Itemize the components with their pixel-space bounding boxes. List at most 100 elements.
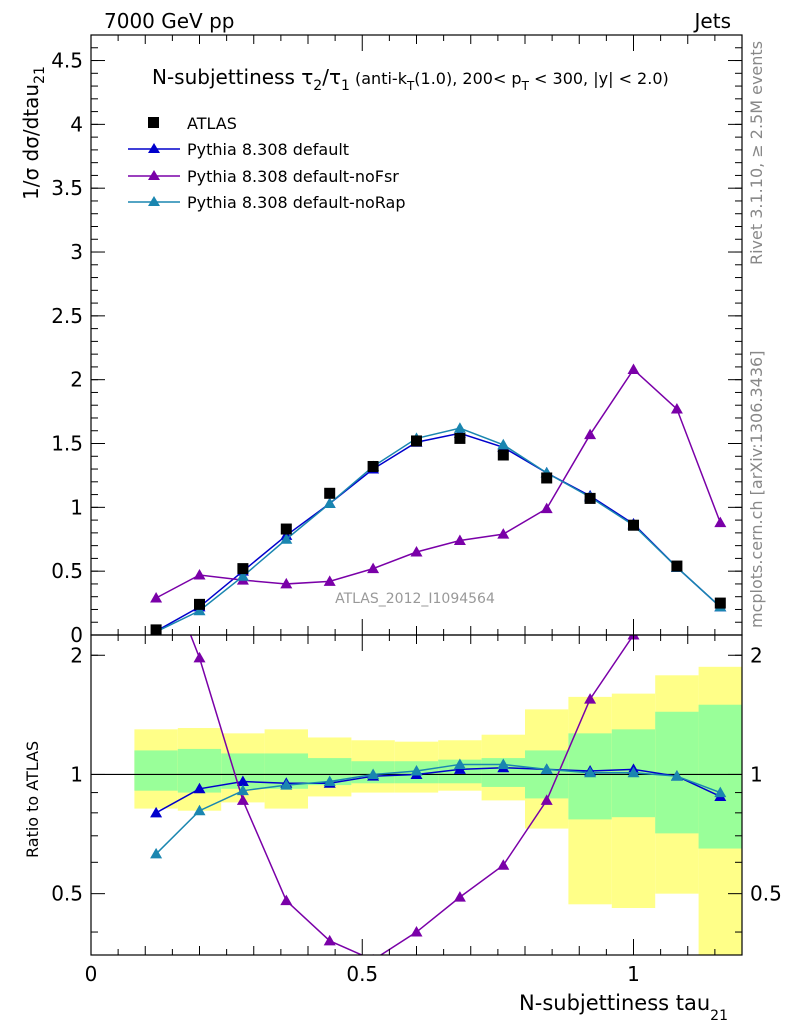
main-point-atlas [237,563,249,575]
legend-marker-nofsr [148,170,160,180]
analysis-watermark: ATLAS_2012_I1094564 [335,591,495,607]
legend-marker-norap [148,196,160,206]
main-point-noFsr [367,562,380,574]
title-paren1: (anti-k [350,69,408,88]
ratio-point-noFsr [280,894,293,906]
ratio-point-noRap [323,775,336,786]
main-point-noRap [193,604,206,616]
main-point-atlas [671,560,683,572]
title-slash: /τ [322,65,341,89]
main-point-noFsr [670,403,683,414]
main-panel: 00.511.522.533.544.5 N-subjettiness τ2/τ… [19,34,743,647]
x-tick-label: 0.5 [346,962,378,986]
x-axis-label: N-subjettiness tau21 [519,991,728,1024]
ratio-point-noFsr [497,859,510,870]
ratio-band-inner [698,704,742,849]
ratio-data-layer [150,635,727,955]
ratio-point-noFsr [410,926,423,937]
ratio-bands [134,666,742,955]
x-tick-label: 0 [85,962,98,986]
legend-label-default: Pythia 8.308 default [187,140,349,159]
mcplots-label: mcplots.cern.ch [arXiv:1306.3436] [747,351,766,628]
main-y-tick-label: 3.5 [51,176,83,200]
main-point-noFsr [540,502,553,514]
main-point-atlas [280,523,292,535]
ratio-series-line-default [155,766,721,814]
main-y-axis-label-sub: 21 [32,66,48,84]
main-point-noFsr [497,528,510,539]
x-axis-label-sub: 21 [710,1008,728,1024]
ratio-y-tick-label: 1 [70,762,83,786]
main-point-noFsr [714,516,727,528]
header-right-label: Jets [693,9,731,33]
main-axes: 0 0.5 1 1.5 2 2.5 3 3.5 4 4.5 [51,34,743,647]
main-series-line-noFsr [155,368,722,599]
main-y-tick-label: 3 [70,240,83,264]
ratio-point-noRap [367,768,380,779]
main-data-layer [150,363,727,635]
main-series-line-noRap [155,427,721,633]
ratio-point-noRap [193,804,206,816]
main-y-tick-label: 4.5 [51,49,83,73]
ratio-point-noRap [453,758,466,769]
main-point-atlas [497,449,509,461]
ratio-point-noRap [410,765,423,776]
chart-title: N-subjettiness τ2/τ1 (anti-kT(1.0), 200<… [152,65,669,94]
x-tick-label: 1 [627,962,640,986]
ratio-point-noRap [497,758,510,769]
legend-marker-atlas [148,117,159,128]
ratio-point-noFsr [453,891,466,902]
ratio-point-noRap [714,786,727,798]
main-point-noRap [453,422,466,433]
ratio-y-tick-label-right: 1 [750,762,763,786]
legend-label-nofsr: Pythia 8.308 default-noFsr [187,167,399,186]
main-point-atlas [194,598,205,610]
ratio-series-line-noRap [155,763,721,855]
main-point-noFsr [453,534,466,546]
main-point-atlas [714,597,726,609]
main-point-atlas [411,435,422,447]
ratio-point-noRap [584,766,597,778]
main-point-noFsr [323,575,336,586]
ratio-point-default [236,775,249,786]
main-point-noRap [280,533,293,544]
title-sub1: 2 [313,78,322,94]
ratio-point-default [193,782,206,794]
title-paren2: (1.0), 200< p [414,69,521,88]
legend-label-atlas: ATLAS [187,114,237,133]
ratio-panel: 0.5 0.5 1 1 2 2 0 0.5 1 Ratio to ATLAS N-subjett… [23,634,782,1024]
main-point-noFsr [193,569,206,580]
main-point-noFsr [627,363,640,374]
main-point-atlas [324,487,336,499]
main-point-atlas [367,460,379,472]
main-point-noRap [497,438,510,450]
title-sub2: 1 [341,78,350,94]
title-sub3: T [406,79,415,93]
main-point-noFsr [410,546,423,557]
main-y-axis-label-main: 1/σ dσ/dtau [19,84,43,200]
main-point-atlas [584,492,596,504]
main-y-tick-label: 0.5 [51,559,83,583]
ratio-point-noRap [627,766,640,778]
main-y-tick-label: 2 [70,368,83,392]
ratio-point-default [150,806,163,818]
x-axis-label-main: N-subjettiness tau [519,991,710,1015]
ratio-point-noRap [280,779,293,790]
main-point-atlas [150,624,162,635]
title-main: N-subjettiness τ [152,65,313,89]
ratio-y-tick-label-right: 2 [750,643,763,667]
main-point-noFsr [150,591,163,603]
ratio-y-tick-label-right: 0.5 [750,882,782,906]
main-point-noFsr [584,428,597,440]
title-sub4: T [521,79,530,93]
main-point-atlas [541,472,553,484]
main-point-atlas [454,432,466,444]
ratio-point-noFsr [540,794,553,805]
ratio-point-noFsr [323,934,336,946]
main-point-noRap [236,570,249,581]
main-y-tick-label: 1.5 [51,432,83,456]
legend-marker-default [148,143,160,153]
main-y-tick-label: 4 [70,112,83,136]
main-y-tick-label: 2.5 [51,304,83,328]
